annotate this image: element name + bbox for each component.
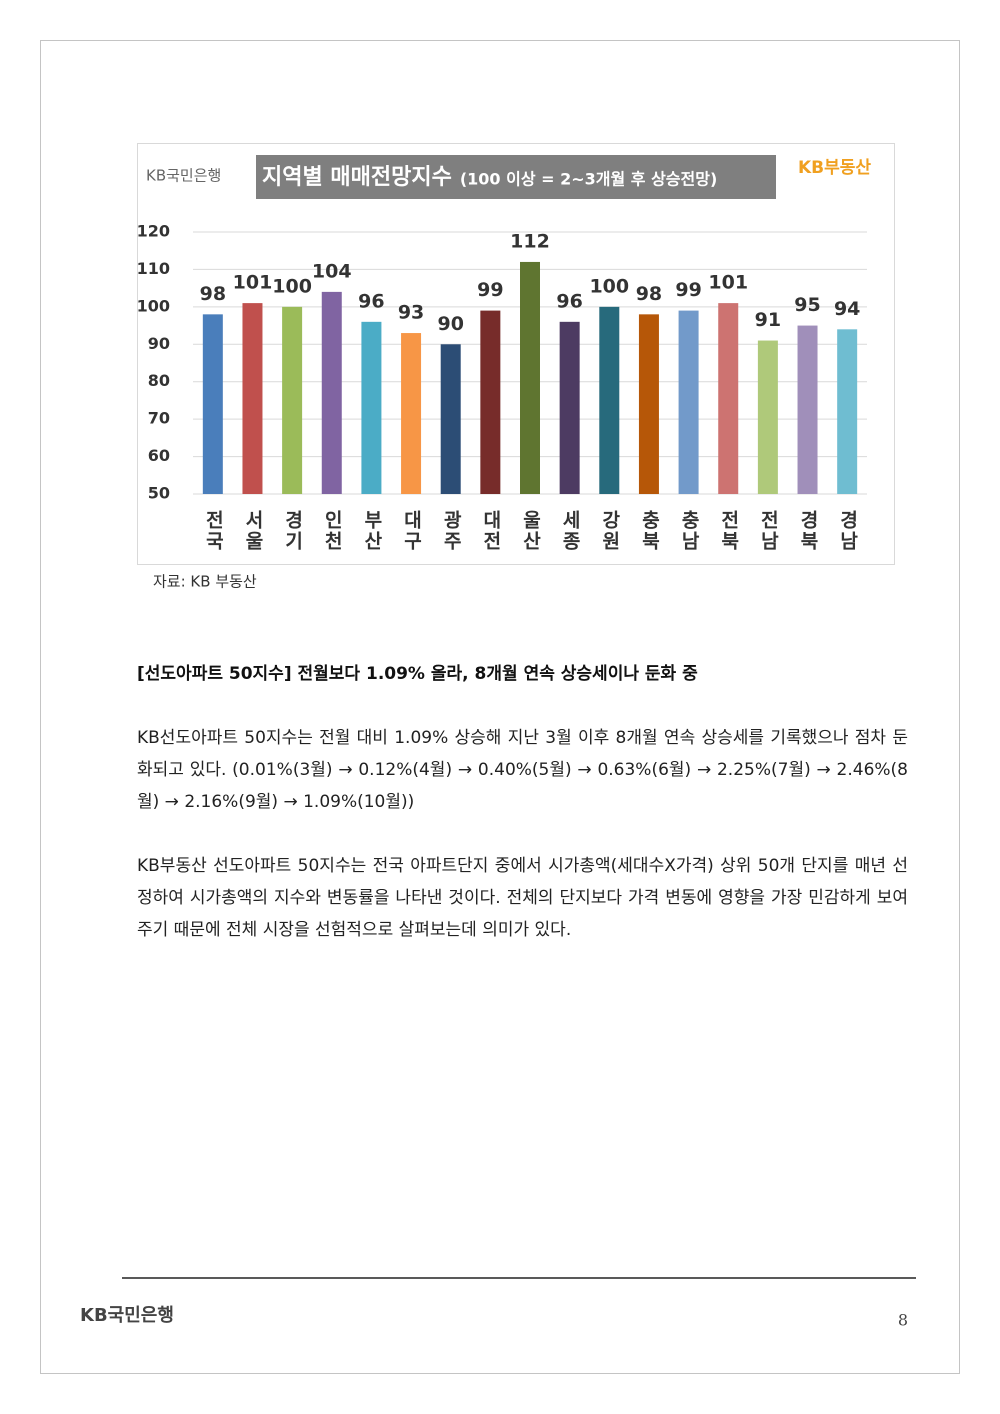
bar <box>599 306 620 494</box>
bar <box>440 344 461 494</box>
bar <box>757 340 778 494</box>
footer-logo: KB국민은행 <box>80 1305 174 1326</box>
paragraph: KB부동산 선도아파트 50지수는 전국 아파트단지 중에서 시가총액(세대수X… <box>137 856 908 940</box>
x-tick-label: 서울 <box>242 510 264 552</box>
bar <box>837 329 858 494</box>
brand-left: KB국민은행 <box>146 167 221 185</box>
data-label: 99 <box>675 279 701 301</box>
data-label: 100 <box>272 275 312 297</box>
data-label: 100 <box>589 275 629 297</box>
y-tick-label: 50 <box>148 484 170 503</box>
bar <box>282 306 303 494</box>
x-tick-label: 전북 <box>718 510 740 552</box>
data-label: 91 <box>755 309 781 331</box>
data-label: 96 <box>358 290 384 312</box>
x-tick-label: 충남 <box>678 510 700 552</box>
x-tick-label: 전남 <box>757 510 779 552</box>
title-box <box>256 155 776 199</box>
data-label: 98 <box>636 283 662 305</box>
y-tick-label: 110 <box>137 259 170 278</box>
x-tick-label: 세종 <box>559 510 581 552</box>
chart-subtitle: (100 이상 = 2~3개월 후 상승전망) <box>460 170 717 189</box>
y-tick-label: 80 <box>148 371 170 390</box>
bar <box>202 314 223 494</box>
paragraph: KB선도아파트 50지수는 전월 대비 1.09% 상승해 지난 3월 이후 8… <box>137 728 908 812</box>
x-tick-label: 인천 <box>321 510 343 552</box>
bar <box>678 310 699 494</box>
x-tick-label: 울산 <box>520 510 542 552</box>
x-tick-label: 광주 <box>440 510 462 552</box>
section-heading: [선도아파트 50지수] 전월보다 1.09% 올라, 8개월 연속 상승세이나… <box>137 664 698 684</box>
x-tick-label: 경북 <box>797 510 819 552</box>
x-tick-label: 부산 <box>361 510 383 552</box>
data-label: 96 <box>556 290 582 312</box>
x-tick-label: 대구 <box>401 510 423 552</box>
data-label: 99 <box>477 279 503 301</box>
bar <box>797 325 818 494</box>
data-label: 104 <box>312 260 352 282</box>
x-tick-label: 강원 <box>599 510 621 552</box>
page-number: 8 <box>898 1311 908 1330</box>
data-label: 95 <box>794 294 820 316</box>
x-tick-label: 경기 <box>282 510 304 552</box>
bar <box>480 310 501 494</box>
x-tick-label: 대전 <box>480 510 502 552</box>
brand-right: KB부동산 <box>798 158 871 178</box>
y-tick-label: 90 <box>148 334 170 353</box>
data-label: 98 <box>200 283 226 305</box>
data-label: 112 <box>510 230 550 252</box>
chart-title: 지역별 매매전망지수 <box>262 165 452 190</box>
bar <box>321 291 342 494</box>
data-label: 101 <box>708 272 748 294</box>
bar <box>520 261 540 494</box>
source: 자료: KB 부동산 <box>153 573 257 591</box>
x-tick-label: 경남 <box>837 510 859 552</box>
y-tick-label: 100 <box>137 296 170 315</box>
x-tick-label: 전국 <box>202 510 224 552</box>
bar <box>401 333 422 494</box>
data-label: 94 <box>834 298 860 320</box>
bar <box>559 321 580 494</box>
y-tick-label: 70 <box>148 409 170 428</box>
data-label: 101 <box>233 272 273 294</box>
bar <box>361 321 382 494</box>
y-tick-label: 120 <box>137 222 170 241</box>
data-label: 90 <box>437 313 463 335</box>
bar <box>638 314 659 494</box>
data-label: 93 <box>398 302 424 324</box>
y-tick-label: 60 <box>148 446 170 465</box>
x-tick-label: 충북 <box>638 510 660 552</box>
bar <box>242 303 263 494</box>
bar <box>718 303 739 494</box>
